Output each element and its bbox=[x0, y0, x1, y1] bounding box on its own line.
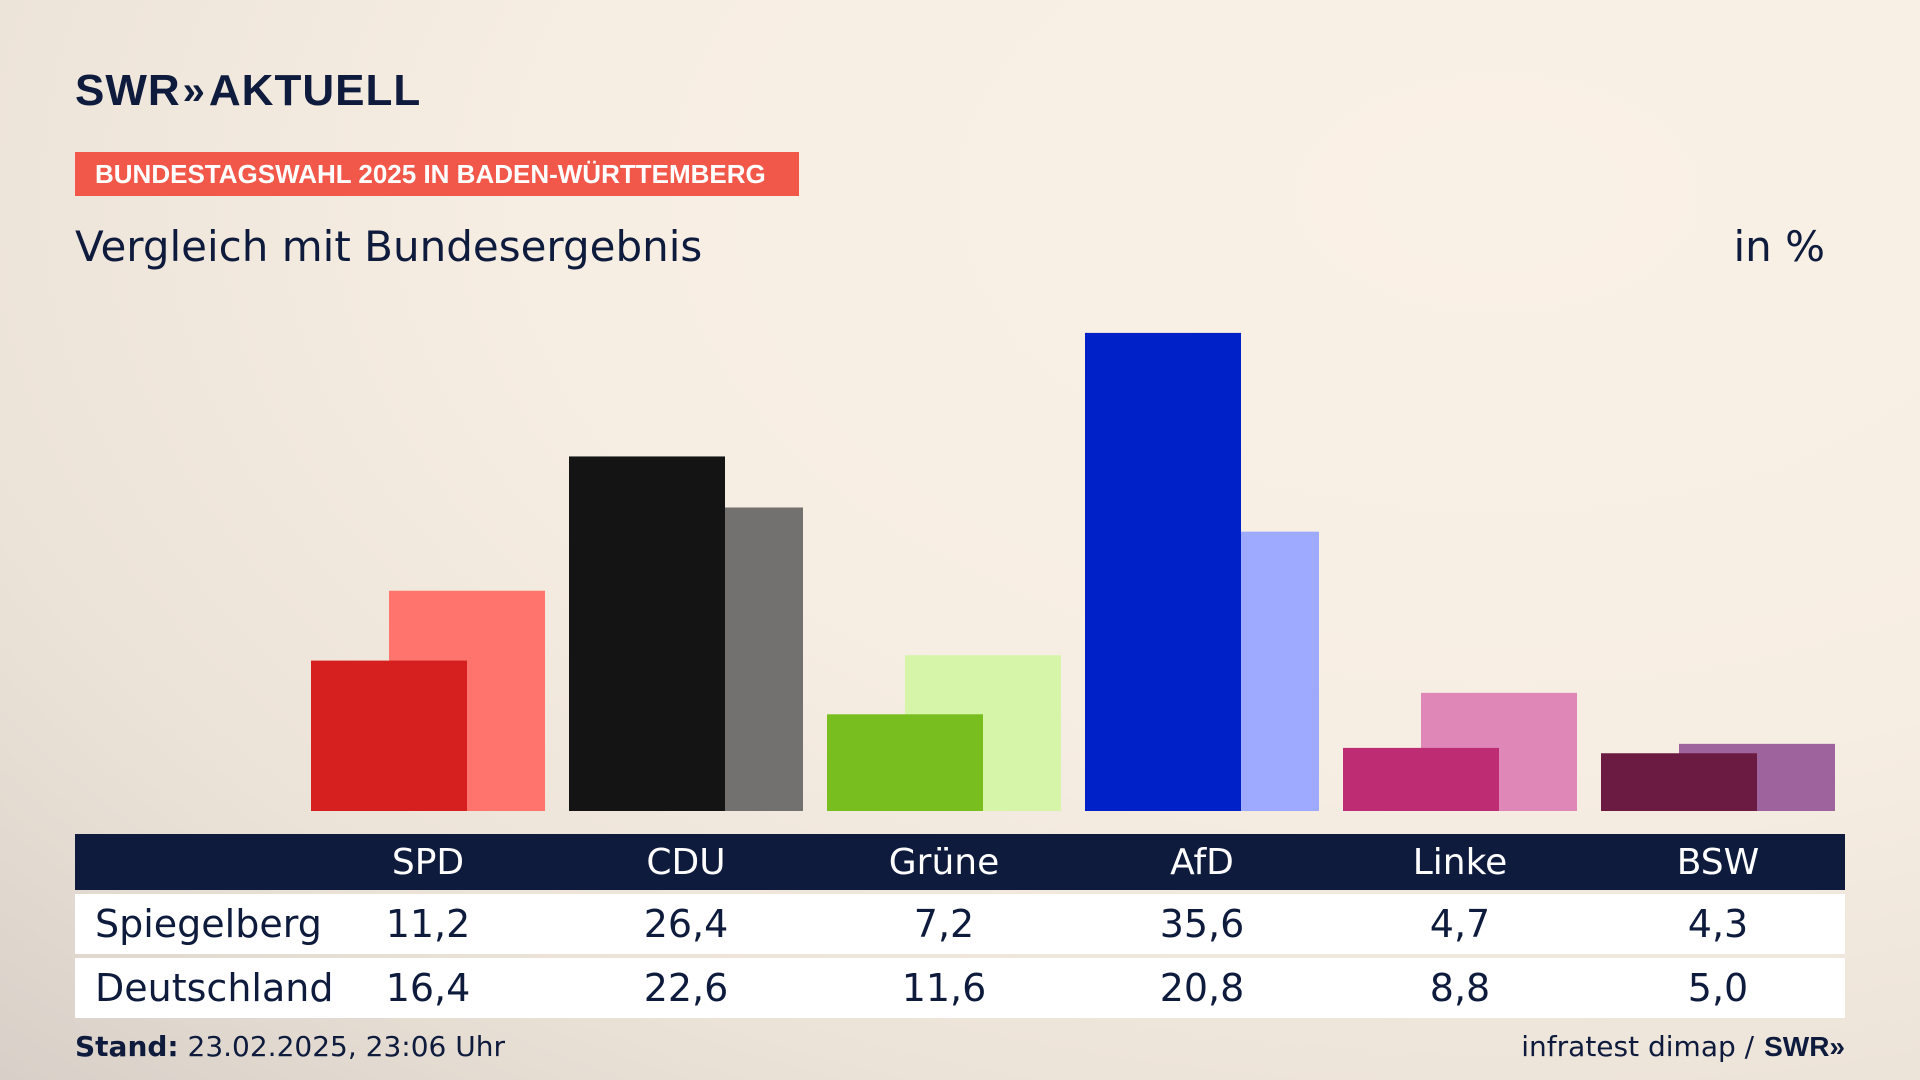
chart-subtitle: Vergleich mit Bundesergebnis bbox=[75, 222, 703, 271]
table-row-spiegelberg: Spiegelberg 11,2 26,4 7,2 35,6 4,7 4,3 bbox=[75, 894, 1845, 954]
table-cell: 8,8 bbox=[1429, 966, 1491, 1010]
bar-spiegelberg-cdu bbox=[569, 456, 725, 811]
logo-text: SWR bbox=[75, 66, 181, 115]
stand-value: 23.02.2025, 23:06 Uhr bbox=[178, 1030, 505, 1063]
column-header-cdu: CDU bbox=[646, 841, 726, 883]
unit-label: in % bbox=[1733, 222, 1825, 271]
table-cell: 5,0 bbox=[1687, 966, 1749, 1010]
bar-spiegelberg-afd bbox=[1085, 332, 1241, 811]
table-header: SPD CDU Grüne AfD Linke BSW bbox=[75, 834, 1845, 890]
column-header-afd: AfD bbox=[1170, 841, 1234, 883]
column-header-linke: Linke bbox=[1412, 841, 1508, 883]
bar-spiegelberg-linke bbox=[1343, 747, 1499, 811]
table-cell: 16,4 bbox=[385, 966, 471, 1010]
stand-label: Stand: bbox=[75, 1030, 179, 1063]
row-label: Spiegelberg bbox=[95, 902, 322, 946]
table-cell: 4,3 bbox=[1687, 902, 1749, 946]
swr-aktuell-logo: SWR » AKTUELL bbox=[75, 66, 421, 116]
swr-brand: SWR» bbox=[1764, 1030, 1845, 1062]
timestamp: Stand: 23.02.2025, 23:06 Uhr bbox=[75, 1030, 505, 1063]
row-label: Deutschland bbox=[95, 966, 334, 1010]
column-header-grüne: Grüne bbox=[888, 841, 1000, 883]
bar-spiegelberg-bsw bbox=[1601, 753, 1757, 811]
table-row-deutschland: Deutschland 16,4 22,6 11,6 20,8 8,8 5,0 bbox=[75, 958, 1845, 1018]
election-badge: BUNDESTAGSWAHL 2025 IN BADEN-WÜRTTEMBERG bbox=[75, 152, 799, 196]
table-cell: 11,6 bbox=[901, 966, 987, 1010]
bar-spiegelberg-spd bbox=[311, 660, 467, 811]
results-table: SPD CDU Grüne AfD Linke BSW Spiegelberg 11,2 2… bbox=[75, 834, 1845, 1018]
source-credit: infratest dimap / SWR» bbox=[1521, 1030, 1845, 1063]
column-header-bsw: BSW bbox=[1676, 841, 1760, 883]
table-cell: 4,7 bbox=[1429, 902, 1491, 946]
table-cell: 35,6 bbox=[1159, 902, 1245, 946]
bar-spiegelberg-grüne bbox=[827, 714, 983, 811]
table-cell: 22,6 bbox=[643, 966, 729, 1010]
logo-suffix: AKTUELL bbox=[208, 66, 422, 115]
table-cell: 20,8 bbox=[1159, 966, 1245, 1010]
table-cell: 7,2 bbox=[913, 902, 975, 946]
table-cell: 11,2 bbox=[385, 902, 471, 946]
source-text: infratest dimap / bbox=[1521, 1030, 1755, 1063]
bar-chart bbox=[311, 332, 1835, 811]
table-cell: 26,4 bbox=[643, 902, 729, 946]
column-header-spd: SPD bbox=[391, 841, 465, 883]
